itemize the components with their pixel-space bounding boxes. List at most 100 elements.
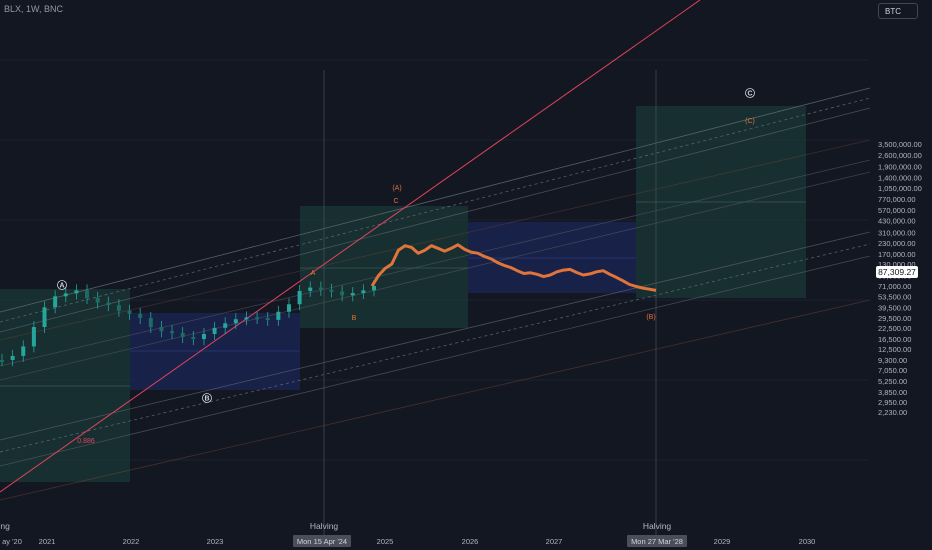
candle [276,311,281,320]
box-blue-2 [468,222,636,293]
channel-lines [0,87,871,501]
y-tick-label: 3,500,000.00 [878,140,922,149]
y-tick-label: 29,500.00 [878,314,911,323]
x-tick-label: 2021 [39,537,56,546]
symbol-label: BLX, 1W, BNC [4,4,64,14]
candle [361,290,366,294]
y-tick-label: 170,000.00 [878,250,916,259]
candle [191,336,196,340]
candle [340,291,345,296]
candle [10,355,15,360]
candle [297,290,302,305]
candle [127,310,132,314]
candle [85,290,90,299]
candle [244,317,249,320]
candle [180,333,185,337]
candle [329,289,334,292]
x-tick-label: 2029 [714,537,731,546]
price-axis[interactable]: 2,230.002,950.003,850.00 5,250.00 7,050.00… [878,140,922,417]
y-tick-label: 2,950.00 [878,398,907,407]
candle [106,302,111,306]
candle [63,293,68,297]
candle [148,317,153,328]
wave-plain-a: A [311,270,316,277]
wave-paren-a: (A) [392,185,401,192]
currency-badge[interactable]: BTC [878,3,918,19]
time-axis[interactable]: ay '20 2021 2022 2023 2025 2026 2027 2029 2030 [2,537,815,546]
candle [138,313,143,318]
halving-label-left: ving [0,521,10,531]
range-boxes [0,106,806,482]
y-tick-label: 2,600,000.00 [878,151,922,160]
candle [265,317,270,320]
wave-circled-a: A [59,283,64,290]
wave-paren-b: (B) [646,314,655,321]
y-tick-label: 71,000.00 [878,282,911,291]
candle [372,286,376,291]
box-green-2 [300,206,468,328]
historical-candles [0,280,376,366]
wave-plain-c: C [393,198,398,205]
x-tick-label: 2025 [377,537,394,546]
y-tick-label: 9,300.00 [878,356,907,365]
box-blue-1 [130,313,300,390]
candle [286,304,291,312]
y-tick-label: 1,400,000.00 [878,173,922,182]
wave-circled-b: B [204,396,209,403]
candle [233,319,238,324]
y-tick-label: 1,900,000.00 [878,162,922,171]
fib-label: 0.886 [77,438,95,445]
candle [159,327,164,332]
wave-paren-c: (C) [745,118,755,125]
x-tick-label: 2022 [123,537,140,546]
y-tick-label: 570,000.00 [878,206,916,215]
halving-labels: ving Halving Halving [0,521,671,531]
candle [308,287,313,291]
y-tick-label: 53,500.00 [878,292,911,301]
candle [223,323,228,328]
candle [255,317,260,320]
wave-annotations: A B C (A) (B) (C) A B C 0.886 [57,88,755,445]
halving-label-2024: Halving [310,521,339,531]
x-tick-label: ay '20 [2,537,22,546]
box-green-1 [0,289,130,482]
wave-plain-b: B [352,315,357,322]
y-tick-label: 22,500.00 [878,324,911,333]
y-tick-label: 230,000.00 [878,239,916,248]
red-trendline [0,0,701,493]
candle [21,346,26,356]
x-tick-label: 2027 [546,537,563,546]
y-tick-label: 5,250.00 [878,377,907,386]
y-tick-label: 1,050,000.00 [878,184,922,193]
candle [0,359,4,362]
projection-path [370,243,657,292]
y-tick-label: 130,000.00 [878,260,916,269]
candle [74,290,79,294]
x-tick-label: 2026 [462,537,479,546]
candle [170,331,175,334]
date-tag-2028: Mon 27 Mar '28 [631,537,683,546]
y-tick-label: 12,500.00 [878,345,911,354]
candle [95,298,100,303]
x-tick-label: 2030 [799,537,816,546]
candle [31,327,36,347]
date-tag-2024: Mon 15 Apr '24 [297,537,347,546]
y-tick-label: 16,500.00 [878,335,911,344]
y-tick-label: 310,000.00 [878,228,916,237]
candle [350,293,355,296]
y-tick-label: 430,000.00 [878,216,916,225]
wave-circled-c: C [747,91,752,98]
y-tick-label: 770,000.00 [878,195,916,204]
y-tick-label: 2,230.00 [878,408,907,417]
candle [212,327,217,334]
y-tick-label: 3,850.00 [878,388,907,397]
candle [42,307,47,328]
candle [318,287,323,290]
current-price-tag: 87,309.27 [876,266,918,278]
projection-line [370,243,657,292]
halving-label-2028: Halving [643,521,672,531]
x-tick-label: 2023 [207,537,224,546]
candle [201,333,206,340]
y-tick-label: 7,050.00 [878,366,907,375]
